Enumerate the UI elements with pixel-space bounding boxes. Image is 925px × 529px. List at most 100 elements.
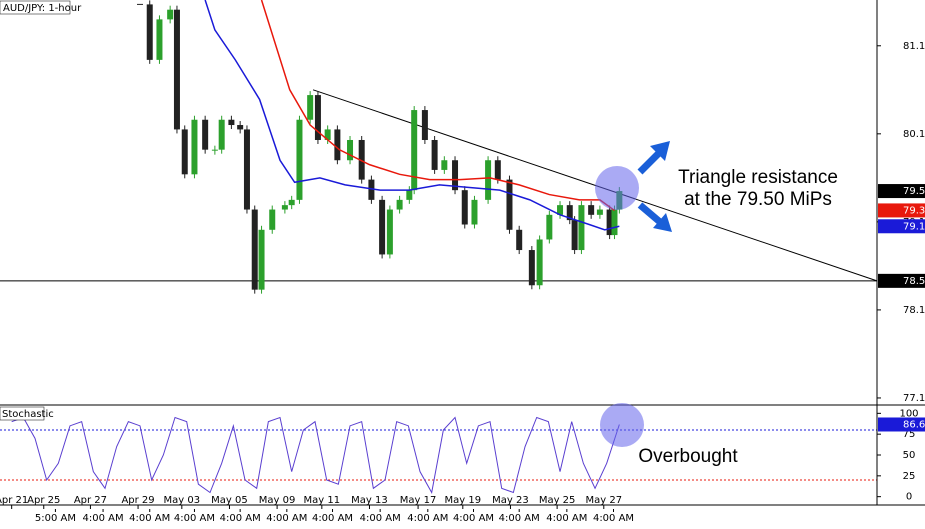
x-tick-label: May 23 bbox=[492, 495, 529, 506]
y-tick-label: 81.17 bbox=[903, 41, 925, 52]
x-tick-label: 4:00 AM bbox=[174, 513, 215, 524]
candle-body bbox=[358, 139, 365, 180]
candle-body bbox=[156, 19, 163, 60]
candle-body bbox=[228, 119, 235, 126]
highlight-circle bbox=[595, 166, 639, 210]
arrow bbox=[637, 141, 670, 175]
x-tick-label: 5:00 AM bbox=[35, 513, 76, 524]
price-badge bbox=[878, 219, 925, 234]
candle-body bbox=[288, 199, 295, 206]
candle-body bbox=[411, 110, 418, 191]
x-tick-label: Apr 21 bbox=[0, 495, 28, 506]
candle-body bbox=[181, 129, 188, 175]
candle-body bbox=[516, 229, 523, 251]
candle-body bbox=[281, 205, 288, 210]
candle-body bbox=[368, 179, 375, 200]
candle-body bbox=[324, 129, 331, 140]
candle-body bbox=[506, 179, 513, 230]
indicator-title: Stochastic bbox=[2, 409, 54, 420]
candle-body bbox=[202, 119, 209, 150]
chart-title: AUD/JPY: 1-hour bbox=[3, 3, 82, 14]
x-tick-label: 4:00 AM bbox=[220, 513, 261, 524]
candle-body bbox=[588, 205, 595, 215]
highlight-circle bbox=[600, 403, 644, 447]
price-badge-label: 79.12 bbox=[903, 221, 925, 232]
candle-body bbox=[471, 199, 478, 225]
price-badge bbox=[878, 417, 925, 432]
candle-body bbox=[485, 160, 492, 200]
x-tick-label: 4:00 AM bbox=[129, 513, 170, 524]
price-badge-label: 79.52 bbox=[903, 186, 925, 197]
candle-body bbox=[406, 190, 413, 200]
candle-body bbox=[191, 119, 198, 175]
x-tick-label: May 13 bbox=[351, 495, 388, 506]
y-tick-label: 0 bbox=[906, 492, 912, 503]
x-tick-label: Apr 29 bbox=[121, 495, 154, 506]
y-tick-label: 100 bbox=[899, 408, 918, 419]
candle-body bbox=[571, 220, 578, 251]
x-tick-label: May 05 bbox=[211, 495, 248, 506]
candle-body bbox=[611, 209, 618, 236]
indicator-title-box bbox=[0, 406, 45, 421]
candle-body bbox=[237, 125, 244, 130]
candle-body bbox=[296, 119, 303, 200]
x-tick-label: Apr 27 bbox=[74, 495, 107, 506]
candle-body bbox=[461, 190, 468, 225]
y-tick-label: 75 bbox=[903, 429, 916, 440]
price-badge bbox=[878, 273, 925, 288]
x-tick-label: 4:00 AM bbox=[499, 513, 540, 524]
candle-body bbox=[269, 209, 276, 230]
annotation: Overbought bbox=[638, 446, 738, 467]
y-tick-label: 78.17 bbox=[903, 305, 925, 316]
x-tick-label: May 25 bbox=[539, 495, 576, 506]
candle-body bbox=[546, 214, 553, 240]
x-tick-label: Apr 25 bbox=[27, 495, 60, 506]
candle-body bbox=[243, 129, 250, 210]
y-tick-label: 25 bbox=[903, 471, 916, 482]
price-badge bbox=[878, 184, 925, 199]
candle-body bbox=[347, 139, 354, 161]
candle-body bbox=[251, 209, 258, 290]
candle-body bbox=[431, 139, 438, 170]
x-tick-label: 4:00 AM bbox=[546, 513, 587, 524]
candle-body bbox=[566, 205, 573, 221]
candle-body bbox=[314, 95, 321, 140]
annotation: at the 79.50 MiPs bbox=[684, 189, 832, 210]
x-tick-label: 4:00 AM bbox=[407, 513, 448, 524]
candle-body bbox=[307, 95, 314, 120]
y-tick-label: 77.17 bbox=[903, 393, 925, 404]
y-tick-label: 80.17 bbox=[903, 129, 925, 140]
x-tick-label: 4:00 AM bbox=[83, 513, 124, 524]
price-badge-label: 78.50 bbox=[903, 276, 925, 287]
candle-body bbox=[557, 205, 564, 215]
candle-body bbox=[396, 199, 403, 210]
x-tick-label: May 09 bbox=[259, 495, 296, 506]
candle-body bbox=[494, 160, 501, 180]
candle-body bbox=[578, 205, 585, 251]
x-tick-label: 4:00 AM bbox=[453, 513, 494, 524]
x-tick-label: 4:00 AM bbox=[266, 513, 307, 524]
moving-average bbox=[204, 0, 620, 231]
x-tick-label: 4:00 AM bbox=[593, 513, 634, 524]
candle-body bbox=[528, 250, 535, 286]
x-tick-label: 4:00 AM bbox=[312, 513, 353, 524]
candle-body bbox=[452, 160, 459, 191]
y-tick-label: 50 bbox=[903, 450, 916, 461]
candle-body bbox=[211, 149, 218, 151]
candle-body bbox=[334, 129, 341, 161]
x-tick-label: May 11 bbox=[304, 495, 341, 506]
candle-body bbox=[441, 160, 448, 170]
trendline bbox=[312, 89, 878, 282]
candle-body bbox=[536, 239, 543, 286]
candle-body bbox=[146, 4, 153, 60]
price-badge-label: 86.61 bbox=[903, 419, 925, 430]
candle-body bbox=[379, 199, 386, 255]
arrow bbox=[637, 202, 672, 232]
x-tick-label: May 17 bbox=[400, 495, 437, 506]
candle-body bbox=[258, 229, 265, 290]
candle-body bbox=[596, 209, 603, 215]
candle-body bbox=[218, 119, 225, 150]
annotation: Triangle resistance bbox=[678, 167, 838, 188]
candle-body bbox=[173, 9, 180, 130]
